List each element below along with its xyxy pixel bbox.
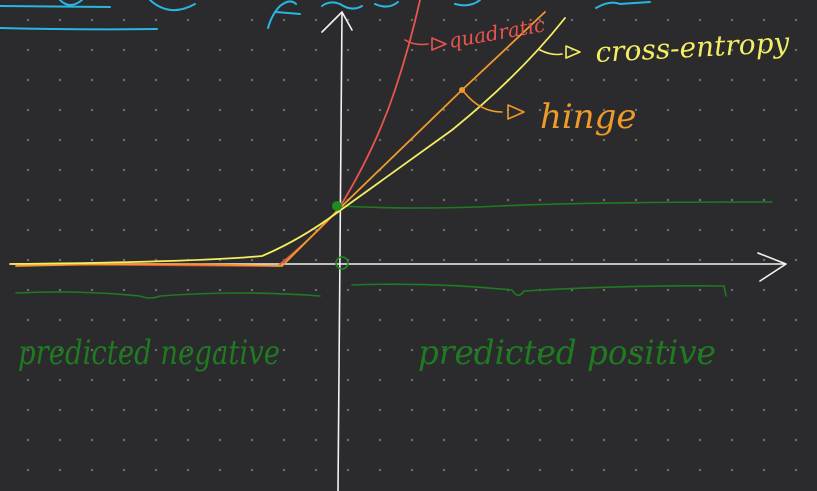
hinge-curve xyxy=(15,11,546,267)
top-scribble xyxy=(0,0,651,31)
zero-one-line xyxy=(337,201,773,209)
cross-entropy-label: cross-entropy xyxy=(595,26,792,69)
cross-entropy-pointer-icon xyxy=(539,45,581,59)
negative-brace xyxy=(15,291,321,299)
quadratic-pointer-icon xyxy=(404,37,447,51)
x-axis-arrow-icon xyxy=(757,252,787,282)
quadratic-curve xyxy=(13,0,421,267)
hinge-pointer-icon xyxy=(463,91,525,120)
hinge-label: hinge xyxy=(540,97,637,137)
intersection-dot xyxy=(332,201,342,211)
positive-brace xyxy=(351,283,727,297)
quadratic-label: quadratic xyxy=(447,12,547,53)
y-axis xyxy=(337,11,343,491)
predicted-negative-label: predicted negative xyxy=(18,333,280,373)
y-axis-arrow-icon xyxy=(321,11,353,33)
cross-entropy-curve xyxy=(9,17,566,265)
axes xyxy=(11,11,787,491)
predicted-positive-label: predicted positive xyxy=(418,333,716,373)
origin-circle xyxy=(335,256,349,270)
